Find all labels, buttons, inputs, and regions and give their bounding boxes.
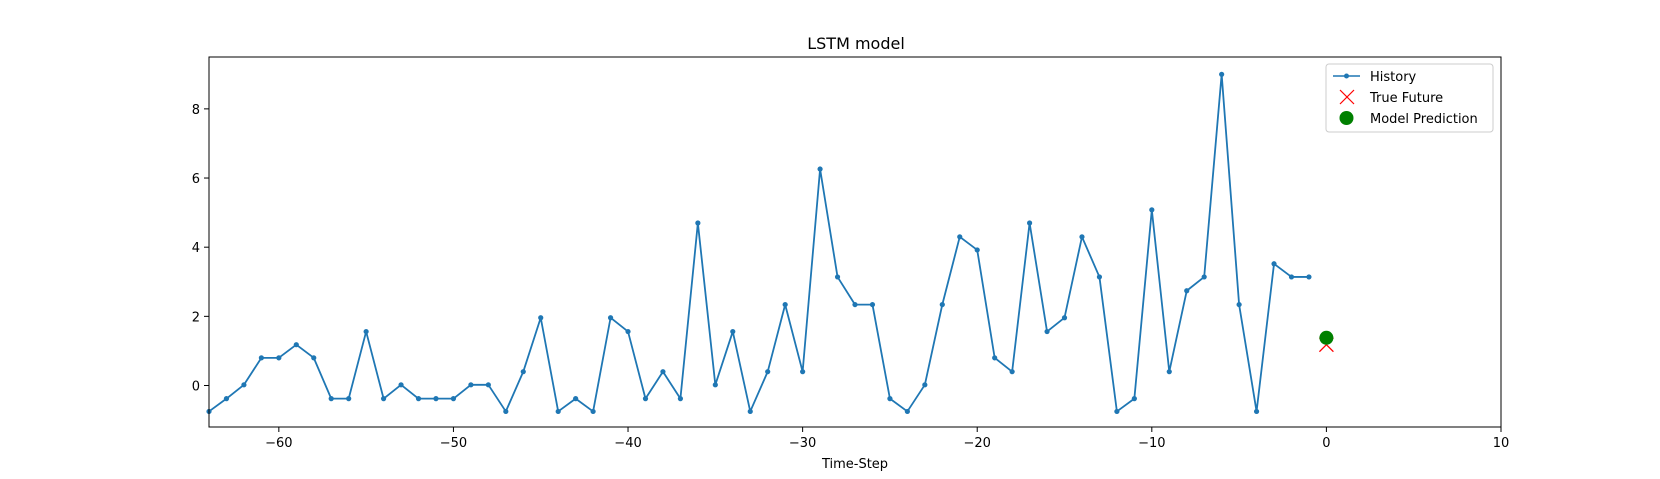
y-tick-label: 0	[192, 380, 200, 395]
history-point	[538, 315, 544, 321]
x-tick-label: 0	[1322, 436, 1330, 451]
history-point	[1079, 234, 1085, 240]
history-point	[712, 382, 718, 388]
history-point	[380, 396, 387, 402]
history-point	[660, 369, 666, 375]
y-tick-label: 4	[192, 241, 200, 256]
history-point	[782, 301, 788, 308]
history-point	[992, 355, 998, 361]
history-point	[957, 234, 963, 240]
history-point	[1114, 408, 1120, 415]
history-point	[450, 396, 457, 402]
history-point	[1306, 274, 1312, 280]
y-axis: 0 2 4 6 8	[192, 103, 209, 395]
history-point	[433, 396, 439, 402]
legend-true-future-marker	[1339, 89, 1355, 105]
history-point	[800, 369, 806, 375]
history-point	[573, 396, 579, 402]
x-tick-label: −20	[963, 436, 990, 451]
y-tick-label: 6	[192, 172, 200, 187]
history-point	[625, 328, 631, 335]
history-point	[904, 408, 910, 415]
history-point	[1288, 274, 1295, 280]
history-point	[258, 355, 264, 361]
history-point	[415, 396, 422, 402]
history-point	[1219, 71, 1225, 77]
history-point	[974, 247, 980, 253]
history-point	[276, 355, 282, 361]
history-point	[1026, 220, 1033, 226]
history-point	[852, 301, 858, 308]
history-point	[642, 396, 649, 402]
history-point	[730, 328, 736, 335]
history-point	[817, 166, 823, 172]
x-tick-label: 10	[1493, 436, 1510, 451]
history-point	[311, 355, 317, 361]
history-point	[1096, 274, 1103, 280]
legend-history-label: History	[1370, 70, 1417, 85]
legend-box	[1325, 63, 1494, 133]
history-point	[293, 342, 299, 348]
history-point	[1236, 301, 1242, 308]
history-point	[555, 408, 561, 415]
legend-true-future-label: True Future	[1369, 91, 1443, 106]
x-tick-label: −30	[789, 436, 816, 451]
history-point	[223, 396, 230, 402]
y-tick-label: 2	[192, 310, 200, 325]
history-point	[607, 315, 614, 321]
history-point	[485, 382, 491, 388]
chart-title: LSTM model	[807, 34, 905, 53]
history-point	[922, 382, 928, 388]
history-point	[1149, 207, 1155, 213]
history-point	[1253, 408, 1260, 415]
history-point	[590, 408, 596, 415]
prediction-point	[1319, 330, 1334, 345]
history-point	[1061, 315, 1068, 321]
history-point	[1184, 288, 1190, 294]
x-axis: −60 −50 −40 −30 −20 −10 0 10	[265, 427, 1509, 451]
history-point	[398, 382, 404, 388]
history-point	[1044, 328, 1050, 335]
x-tick-label: −60	[265, 436, 292, 451]
history-point	[1201, 274, 1207, 280]
history-point	[887, 396, 893, 402]
legend-prediction-label: Model Prediction	[1370, 112, 1478, 127]
history-point	[363, 328, 369, 335]
history-point	[503, 408, 509, 415]
x-tick-label: −40	[614, 436, 641, 451]
history-point	[241, 382, 247, 388]
legend-history-marker	[1344, 73, 1349, 79]
history-point	[869, 301, 876, 308]
history-point	[1009, 369, 1015, 375]
history-point	[468, 382, 474, 388]
history-point	[765, 369, 771, 375]
history-point	[747, 408, 753, 415]
plot-area	[206, 71, 1334, 415]
history-line	[208, 73, 1309, 413]
history-point	[1271, 261, 1277, 267]
history-point	[520, 369, 526, 375]
history-point	[939, 301, 945, 308]
legend: History True Future Model Prediction	[1325, 63, 1494, 133]
history-point	[1166, 369, 1172, 375]
history-point	[346, 396, 352, 402]
history-point	[677, 396, 684, 402]
history-point	[1131, 396, 1137, 402]
history-point	[834, 274, 841, 280]
x-tick-label: −10	[1138, 436, 1165, 451]
x-tick-label: −50	[440, 436, 467, 451]
x-axis-label: Time-Step	[821, 457, 888, 472]
plot-frame	[208, 56, 1502, 428]
y-tick-label: 8	[192, 103, 200, 118]
history-point	[695, 220, 701, 226]
history-point	[328, 396, 334, 402]
legend-prediction-marker	[1339, 111, 1354, 125]
